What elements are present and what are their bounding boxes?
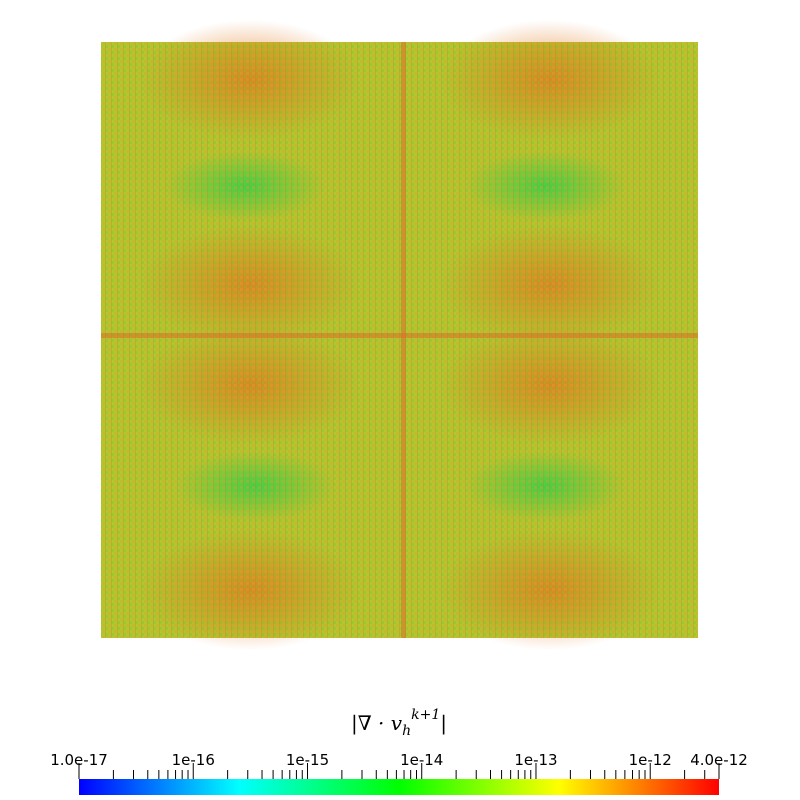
colorbar — [79, 779, 719, 795]
tick-label: 1.0e-17 — [50, 751, 108, 769]
colorbar-title: |∇ · vhk+1| — [351, 707, 447, 739]
tick-label: 1e-13 — [514, 751, 557, 769]
tick-label: 1e-14 — [400, 751, 443, 769]
tick-label: 1e-16 — [172, 751, 215, 769]
field-image — [101, 20, 698, 650]
tick-label: 4.0e-12 — [690, 751, 748, 769]
tick-label: 1e-15 — [286, 751, 329, 769]
tick-label: 1e-12 — [629, 751, 672, 769]
